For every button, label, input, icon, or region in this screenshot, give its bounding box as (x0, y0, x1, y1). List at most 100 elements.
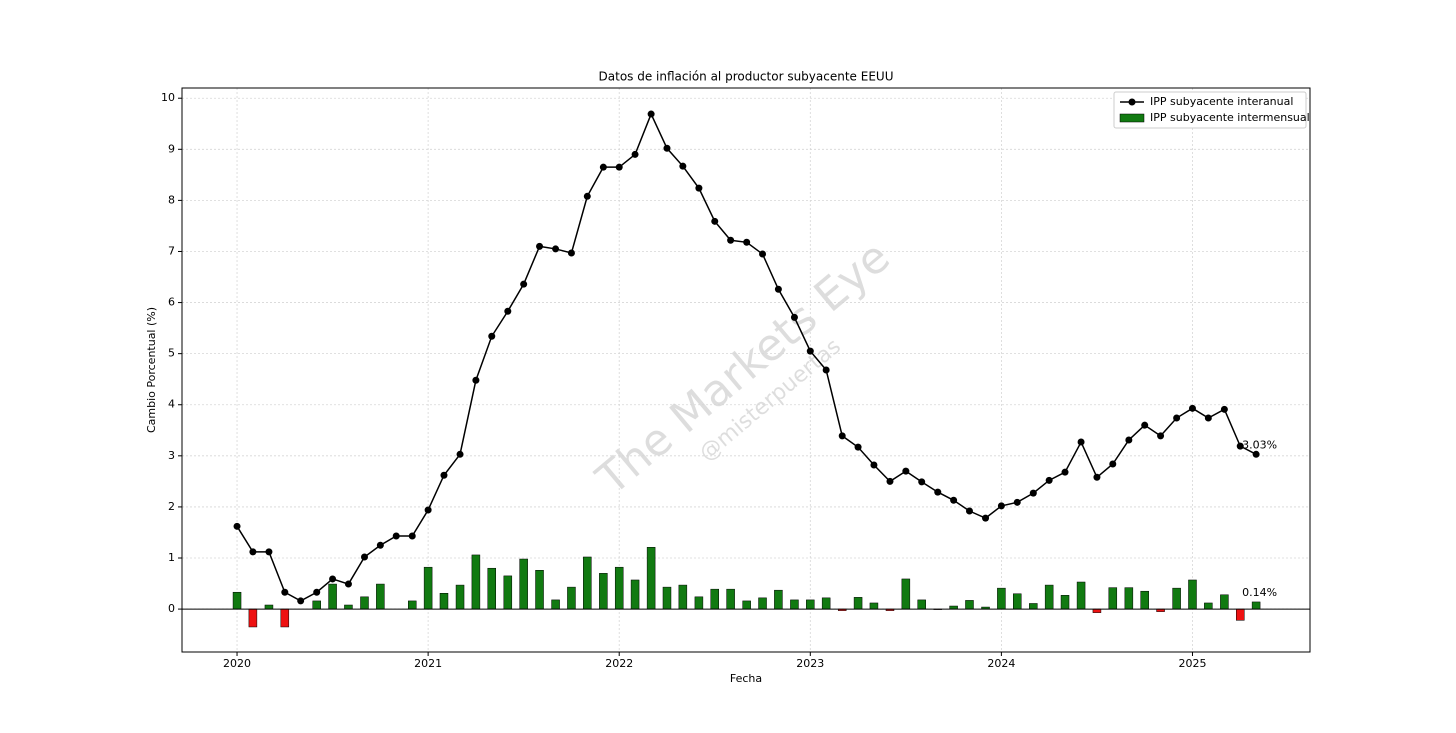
bar (726, 588, 735, 610)
bar (1140, 590, 1149, 610)
marker (934, 488, 942, 496)
bar (551, 599, 560, 610)
x-tick-label: 2023 (796, 657, 824, 670)
marker (567, 249, 575, 257)
bar (1204, 602, 1213, 610)
marker (1077, 438, 1085, 446)
bar (1172, 587, 1181, 610)
bar (232, 591, 242, 610)
marker (1109, 460, 1117, 468)
marker (1029, 489, 1037, 497)
marker (918, 478, 926, 486)
marker (711, 217, 719, 225)
marker (233, 522, 241, 530)
marker (424, 506, 432, 514)
legend-box (1113, 91, 1307, 129)
bar (280, 608, 290, 628)
marker (997, 502, 1005, 510)
bar (710, 588, 720, 610)
y-tick-label: 8 (168, 193, 175, 206)
bar (821, 597, 831, 610)
bar (264, 604, 274, 610)
bar (614, 566, 624, 610)
marker (1013, 498, 1021, 506)
y-tick-label: 10 (161, 91, 175, 104)
bar (742, 600, 751, 610)
marker (1236, 442, 1244, 450)
marker (1045, 476, 1053, 484)
bar (630, 579, 640, 610)
marker (663, 144, 671, 152)
marker (583, 192, 591, 200)
marker (822, 366, 830, 374)
bar (1013, 593, 1022, 610)
marker (504, 307, 512, 315)
y-tick-label: 5 (168, 347, 175, 360)
bar (583, 556, 592, 610)
marker (313, 588, 321, 596)
marker (344, 580, 352, 588)
marker (599, 163, 607, 171)
bar (360, 596, 369, 610)
marker (695, 184, 703, 192)
bar (662, 586, 672, 610)
bar (646, 547, 656, 610)
bar (471, 554, 481, 610)
bar (774, 589, 783, 610)
bar (1044, 584, 1054, 610)
marker (1173, 414, 1181, 422)
marker (1061, 468, 1069, 476)
marker (329, 575, 337, 583)
bar (519, 558, 528, 610)
marker (520, 280, 528, 288)
plot-frame (181, 87, 1311, 653)
bar (408, 600, 417, 610)
bar (455, 584, 465, 610)
x-tick-label: 2021 (414, 657, 442, 670)
marker (631, 150, 639, 158)
bar (678, 584, 688, 610)
bar (312, 600, 321, 610)
marker (297, 597, 305, 605)
marker (265, 548, 273, 556)
bar (344, 604, 353, 610)
marker (392, 532, 400, 540)
y-tick-label: 7 (168, 244, 175, 257)
marker (1141, 421, 1149, 429)
marker (743, 238, 751, 246)
bar (599, 573, 608, 610)
legend-label: IPP subyacente intermensual (1150, 111, 1310, 124)
marker (472, 376, 480, 384)
bar (439, 593, 449, 610)
marker (440, 471, 448, 479)
y-tick-label: 9 (168, 142, 175, 155)
bar (965, 600, 974, 610)
bar (1092, 608, 1102, 613)
marker (408, 532, 416, 540)
y-tick-label: 2 (168, 500, 175, 513)
bar (1236, 608, 1245, 621)
marker (790, 313, 798, 321)
bar (758, 597, 767, 610)
y-tick-label: 6 (168, 296, 175, 309)
marker (1125, 436, 1133, 444)
bar (869, 602, 879, 610)
marker (488, 332, 496, 340)
marker (615, 163, 623, 171)
y-tick-label: 1 (168, 551, 175, 564)
marker (1252, 450, 1260, 458)
marker (679, 162, 687, 170)
y-tick-label: 0 (168, 602, 175, 615)
marker (902, 467, 910, 475)
bar (1029, 603, 1038, 610)
bar (248, 608, 258, 628)
bar (790, 599, 799, 610)
legend-swatch (1119, 113, 1145, 123)
bar (1251, 601, 1261, 610)
marker (1188, 404, 1196, 412)
bar (487, 567, 497, 610)
marker (1093, 473, 1101, 481)
bar (997, 587, 1006, 610)
marker (456, 450, 464, 458)
